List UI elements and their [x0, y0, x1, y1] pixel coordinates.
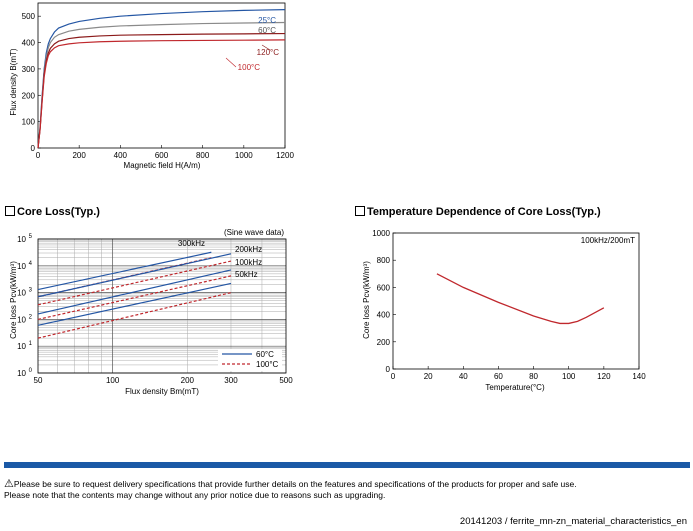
- cl-y-tick-label: 10: [17, 315, 26, 324]
- td-x-tick-label: 0: [391, 372, 396, 381]
- cl-y-tick-exponent: 5: [29, 234, 33, 240]
- bh-x-tick-label: 0: [36, 151, 41, 160]
- td-y-tick-label: 200: [377, 338, 391, 347]
- cl-frequency-label: 100kHz: [235, 258, 262, 267]
- bh-x-tick-label: 1200: [276, 151, 294, 160]
- td-x-tick-label: 120: [597, 372, 611, 381]
- td-y-tick-label: 0: [386, 365, 391, 374]
- notice-line-2: Please note that the contents may change…: [4, 490, 386, 500]
- cl-y-axis-label: Core loss Pcv(kW/m³): [9, 261, 18, 339]
- cl-y-tick-exponent: 0: [29, 368, 33, 374]
- bh-series-line: [37, 21, 286, 149]
- notice-line-1: ⚠Please be sure to request delivery spec…: [4, 478, 577, 490]
- bh-curve-chart: Flux density B(mT) Magnetic field H(A/m)…: [9, 2, 294, 170]
- td-x-axis-label: Temperature(°C): [485, 383, 545, 392]
- bh-series-line: [37, 39, 286, 149]
- bh-series-label: 25°C: [258, 16, 276, 25]
- td-x-tick-label: 140: [632, 372, 646, 381]
- cl-legend-label: 60°C: [256, 350, 274, 359]
- bh-x-tick-label: 200: [72, 151, 86, 160]
- cl-y-tick-exponent: 1: [29, 341, 33, 347]
- bh-x-axis-label: Magnetic field H(A/m): [124, 161, 201, 170]
- core-loss-title: Core Loss(Typ.): [5, 206, 100, 218]
- cl-annotation: (Sine wave data): [224, 228, 284, 237]
- cl-series-line: [37, 253, 232, 298]
- cl-legend-label: 100°C: [256, 360, 279, 369]
- cl-y-tick-exponent: 4: [29, 261, 33, 267]
- td-y-tick-label: 600: [377, 283, 391, 292]
- td-y-tick-label: 800: [377, 256, 391, 265]
- cl-series-line: [37, 282, 232, 326]
- cl-series-line: [37, 260, 232, 306]
- cl-y-tick-label: 10: [17, 262, 26, 271]
- bh-y-tick-label: 0: [31, 144, 36, 153]
- td-series-line: [436, 273, 605, 325]
- core-loss-chart: Core loss Pcv(kW/m³) Flux density Bm(mT)…: [9, 228, 293, 396]
- bh-x-tick-label: 800: [196, 151, 210, 160]
- document-footer: 20141203 / ferrite_mn-zn_material_charac…: [459, 516, 687, 527]
- bh-y-tick-label: 200: [22, 91, 36, 100]
- cl-frequency-label: 200kHz: [235, 245, 262, 254]
- cl-y-tick-exponent: 3: [29, 288, 33, 294]
- bh-series-label: 120°C: [257, 48, 280, 57]
- bh-y-tick-label: 500: [22, 12, 36, 21]
- cl-series-line: [37, 251, 212, 291]
- bh-leader-line: [225, 57, 237, 68]
- td-y-axis-label: Core loss Pcv(kW/m³): [362, 261, 371, 339]
- td-x-tick-label: 80: [529, 372, 538, 381]
- cl-y-tick-label: 10: [17, 235, 26, 244]
- td-y-tick-label: 400: [377, 311, 391, 320]
- cl-x-tick-label: 50: [34, 376, 43, 385]
- td-x-tick-label: 100: [562, 372, 576, 381]
- notice-divider-bar: [4, 462, 690, 468]
- bh-x-tick-label: 600: [155, 151, 169, 160]
- td-x-tick-label: 60: [494, 372, 503, 381]
- cl-x-tick-label: 300: [224, 376, 238, 385]
- cl-series-line: [37, 292, 232, 339]
- bh-y-tick-label: 400: [22, 39, 36, 48]
- warning-icon: ⚠: [4, 478, 14, 490]
- temp-dependence-chart: Core loss Pcv(kW/m³) Temperature(°C) 100…: [362, 229, 646, 392]
- cl-y-tick-label: 10: [17, 289, 26, 298]
- cl-y-tick-label: 10: [17, 369, 26, 378]
- bh-y-tick-label: 100: [22, 118, 36, 127]
- cl-y-tick-label: 10: [17, 342, 26, 351]
- bh-series-label: 100°C: [238, 63, 261, 72]
- cl-x-tick-label: 100: [106, 376, 120, 385]
- cl-plot-frame: [37, 238, 287, 374]
- temp-dependence-title: Temperature Dependence of Core Loss(Typ.…: [355, 206, 601, 218]
- bh-series-label: 60°C: [258, 26, 276, 35]
- td-x-tick-label: 40: [459, 372, 468, 381]
- bh-x-tick-label: 1000: [235, 151, 253, 160]
- bh-leader-line: [261, 44, 271, 51]
- bh-y-axis-label: Flux density B(mT): [9, 48, 18, 115]
- td-annotation: 100kHz/200mT: [581, 236, 635, 245]
- cl-series-line: [37, 269, 232, 315]
- cl-x-tick-label: 500: [279, 376, 293, 385]
- bh-x-tick-label: 400: [114, 151, 128, 160]
- cl-series-line: [37, 275, 232, 320]
- td-y-tick-label: 1000: [372, 229, 390, 238]
- td-plot-frame: [392, 232, 640, 370]
- cl-x-tick-label: 200: [181, 376, 195, 385]
- bh-series-line: [37, 32, 286, 149]
- cl-y-tick-exponent: 2: [29, 314, 33, 320]
- cl-x-axis-label: Flux density Bm(mT): [125, 387, 199, 396]
- cl-frequency-label: 50kHz: [235, 270, 258, 279]
- td-x-tick-label: 20: [424, 372, 433, 381]
- bh-y-tick-label: 300: [22, 65, 36, 74]
- cl-frequency-label: 300kHz: [178, 239, 205, 248]
